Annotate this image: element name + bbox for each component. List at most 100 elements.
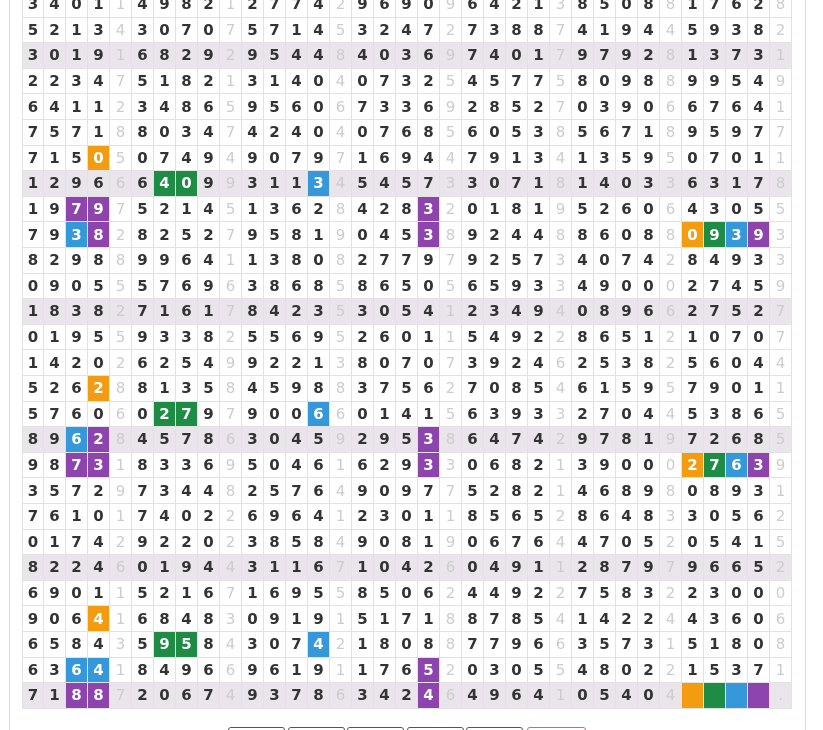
cell: 6 [132, 606, 154, 632]
cell: 9 [220, 171, 242, 197]
cell: 8 [660, 43, 682, 69]
cell: 7 [462, 145, 484, 172]
cell: 2 [660, 350, 682, 376]
cell: 4 [132, 427, 154, 453]
button[interactable] [527, 727, 586, 730]
cell: 3 [176, 376, 198, 402]
cell: 9 [66, 324, 88, 351]
cell: 6 [770, 606, 792, 632]
cell: 4 [748, 94, 770, 120]
cell: 8 [704, 478, 726, 504]
cell: 6 [374, 273, 396, 300]
button[interactable] [407, 727, 464, 730]
cell: 6 [22, 94, 44, 120]
cell: 0 [154, 120, 176, 146]
cell: 2 [44, 68, 66, 95]
cell: 1 [66, 504, 88, 530]
cell: 0 [726, 350, 748, 376]
cell: 7 [286, 0, 308, 18]
cell: 9 [440, 529, 462, 556]
button[interactable] [347, 727, 404, 730]
cell: 9 [638, 376, 660, 402]
cell: 0 [704, 324, 726, 351]
cell: 4 [616, 683, 638, 709]
cell: 9 [22, 452, 44, 479]
cell: 9 [198, 145, 220, 172]
cell: 8 [198, 632, 220, 658]
cell: 9 [44, 196, 66, 223]
cell: 8 [308, 529, 330, 556]
cell: 6 [110, 401, 132, 428]
cell: 0 [264, 452, 286, 479]
cell: 4 [308, 43, 330, 69]
cell: 9 [88, 196, 110, 223]
cell: 3 [638, 632, 660, 658]
cell: 8 [616, 580, 638, 607]
cell: 5 [616, 145, 638, 172]
cell: 0 [264, 427, 286, 453]
cell: 9 [264, 606, 286, 632]
button[interactable] [288, 727, 345, 730]
cell: 5 [440, 120, 462, 146]
cell: 4 [330, 171, 352, 197]
cell: 3 [418, 452, 440, 479]
cell: 5 [748, 196, 770, 223]
cell: 6 [132, 171, 154, 197]
cell: 4 [154, 657, 176, 684]
cell: 3 [748, 43, 770, 69]
cell: 7 [132, 504, 154, 530]
cell: 2 [616, 606, 638, 632]
cell: 5 [242, 324, 264, 351]
cell: 7 [418, 17, 440, 44]
cell: 4 [374, 683, 396, 709]
cell: 5 [330, 273, 352, 300]
cell: 8 [550, 171, 572, 197]
cell: 6 [264, 657, 286, 684]
cell: 6 [374, 145, 396, 172]
cell: 3 [264, 196, 286, 223]
cell: 4 [550, 376, 572, 402]
button[interactable] [228, 727, 285, 730]
cell: 9 [704, 68, 726, 95]
cell: 9 [638, 145, 660, 172]
cell: 0 [44, 606, 66, 632]
cell: 4 [220, 632, 242, 658]
cell: 3 [682, 504, 704, 530]
cell: 1 [154, 555, 176, 581]
cell: 5 [594, 683, 616, 709]
cell: 7 [176, 17, 198, 44]
cell: 8 [726, 401, 748, 428]
cell: 7 [66, 529, 88, 556]
cell: 6 [308, 555, 330, 581]
cell: 0 [616, 401, 638, 428]
cell: 7 [594, 43, 616, 69]
cell: 1 [550, 452, 572, 479]
cell: 8 [748, 427, 770, 453]
cell: 5 [418, 657, 440, 684]
cell: 4 [660, 17, 682, 44]
cell: 4 [506, 299, 528, 325]
cell: 7 [594, 529, 616, 556]
cell: 4 [726, 529, 748, 556]
cell: 9 [462, 248, 484, 274]
cell: 3 [220, 606, 242, 632]
cell: 3 [374, 504, 396, 530]
cell: 1 [440, 299, 462, 325]
cell: 4 [198, 478, 220, 504]
cell: 9 [22, 606, 44, 632]
cell: 1 [770, 43, 792, 69]
cell: 6 [484, 452, 506, 479]
cell: 8 [132, 120, 154, 146]
cell: 5 [396, 222, 418, 248]
cell: 4 [528, 683, 550, 709]
button[interactable] [466, 727, 523, 730]
cell: 7 [770, 324, 792, 351]
cell: 5 [308, 580, 330, 607]
cell: 7 [594, 401, 616, 428]
cell: 9 [770, 273, 792, 300]
cell: 7 [682, 427, 704, 453]
cell: 0 [88, 401, 110, 428]
cell: 5 [550, 657, 572, 684]
cell: 0 [462, 555, 484, 581]
cell: 6 [704, 555, 726, 581]
